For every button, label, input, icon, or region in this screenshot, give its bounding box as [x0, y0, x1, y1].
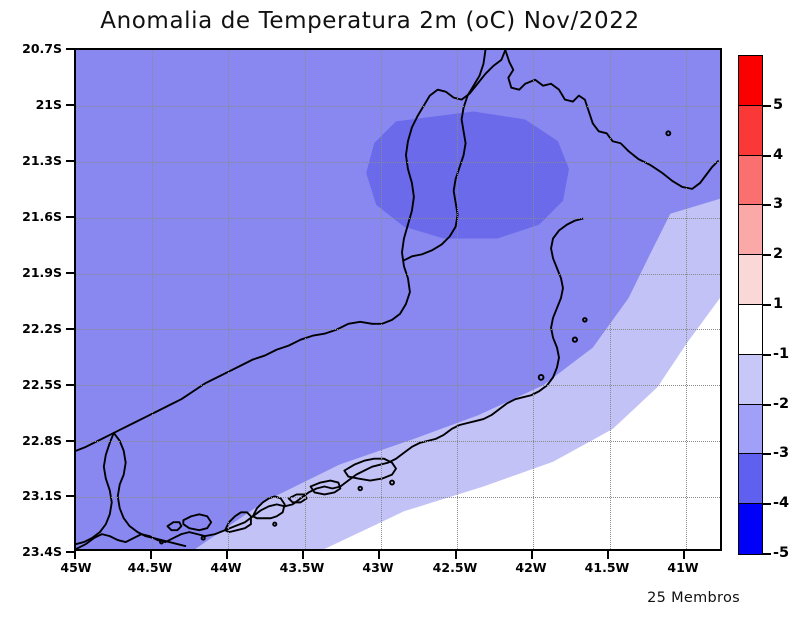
x-tick-label: 44W: [210, 560, 242, 575]
x-tick: [74, 551, 76, 559]
colorbar-band-5: [739, 304, 762, 355]
colorbar-band-2: [739, 155, 762, 206]
colorbar-tick-label: 1: [773, 296, 784, 312]
y-tick: [66, 160, 74, 162]
y-tick-label: 23.4S: [22, 544, 62, 559]
colorbar-tick-label: 4: [773, 147, 784, 163]
y-tick-label: 20.7S: [22, 41, 62, 56]
colorbar-band-3: [739, 205, 762, 256]
anomaly-field: [76, 50, 720, 549]
y-tick: [66, 272, 74, 274]
colorbar: [738, 55, 763, 555]
y-tick: [66, 551, 74, 553]
x-tick-label: 44.5W: [127, 560, 173, 575]
x-tick: [607, 551, 609, 559]
colorbar-band-6: [739, 354, 762, 405]
colorbar-tick-label: -3: [773, 445, 790, 461]
colorbar-tick: [762, 553, 771, 555]
colorbar-tick: [762, 453, 771, 455]
y-tick-label: 21.9S: [22, 265, 62, 280]
y-tick: [66, 440, 74, 442]
x-tick: [226, 551, 228, 559]
colorbar-tick: [762, 155, 771, 157]
x-tick-label: 43.5W: [279, 560, 325, 575]
y-tick: [66, 48, 74, 50]
colorbar-tick: [762, 354, 771, 356]
x-tick-label: 41W: [667, 560, 699, 575]
x-tick-label: 45W: [60, 560, 92, 575]
colorbar-band-9: [739, 504, 762, 554]
y-tick: [66, 328, 74, 330]
colorbar-tick: [762, 304, 771, 306]
colorbar-tick: [762, 503, 771, 505]
y-tick: [66, 216, 74, 218]
colorbar-band-7: [739, 404, 762, 455]
colorbar-tick: [762, 204, 771, 206]
colorbar-band-0: [739, 56, 762, 106]
colorbar-band-4: [739, 255, 762, 305]
y-tick-label: 22.2S: [22, 321, 62, 336]
x-tick-label: 42.5W: [432, 560, 478, 575]
y-tick-label: 22.5S: [22, 377, 62, 392]
y-tick-label: 21S: [35, 97, 62, 112]
x-tick: [378, 551, 380, 559]
colorbar-tick-label: 2: [773, 246, 784, 262]
colorbar-tick-label: -4: [773, 495, 790, 511]
x-tick: [683, 551, 685, 559]
colorbar-tick-label: -1: [773, 346, 790, 362]
x-tick-label: 43W: [362, 560, 394, 575]
y-tick-label: 23.1S: [22, 488, 62, 503]
colorbar-band-8: [739, 454, 762, 505]
member-count-label: 25 Membros: [647, 590, 740, 606]
x-tick: [302, 551, 304, 559]
colorbar-tick: [762, 404, 771, 406]
colorbar-tick-label: 5: [773, 97, 784, 113]
colorbar-tick-label: -5: [773, 545, 790, 561]
colorbar-tick-label: -2: [773, 396, 790, 412]
y-tick-label: 22.8S: [22, 433, 62, 448]
colorbar-band-1: [739, 105, 762, 156]
y-tick: [66, 384, 74, 386]
colorbar-tick-label: 3: [773, 196, 784, 212]
x-tick: [150, 551, 152, 559]
colorbar-tick: [762, 105, 771, 107]
y-tick-label: 21.6S: [22, 209, 62, 224]
y-tick: [66, 495, 74, 497]
chart-title: Anomalia de Temperatura 2m (oC) Nov/2022: [100, 8, 640, 34]
colorbar-tick: [762, 254, 771, 256]
x-tick: [531, 551, 533, 559]
x-tick-label: 42W: [515, 560, 547, 575]
y-tick-label: 21.3S: [22, 153, 62, 168]
map-plot-area: [74, 48, 722, 551]
x-tick-label: 41.5W: [584, 560, 630, 575]
y-tick: [66, 104, 74, 106]
x-tick: [455, 551, 457, 559]
